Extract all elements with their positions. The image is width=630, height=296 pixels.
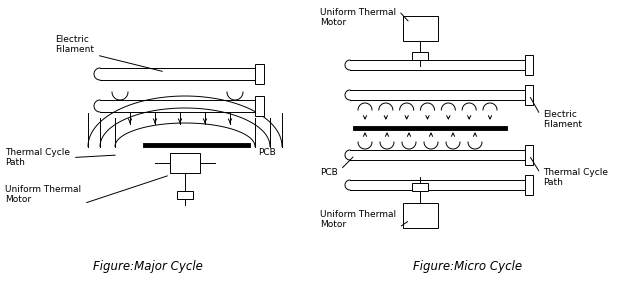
Text: Uniform Thermal
Motor: Uniform Thermal Motor: [320, 8, 408, 28]
Text: Electric
Filament: Electric Filament: [530, 97, 582, 129]
Bar: [170, 153, 200, 173]
Text: PCB: PCB: [258, 148, 276, 157]
Bar: [525, 85, 533, 105]
Bar: [403, 203, 438, 228]
Text: Uniform Thermal
Motor: Uniform Thermal Motor: [5, 176, 168, 205]
Text: Thermal Cycle
Path: Thermal Cycle Path: [530, 157, 608, 187]
Bar: [412, 52, 428, 60]
Bar: [525, 175, 533, 195]
Text: PCB: PCB: [320, 157, 353, 177]
Text: Electric
Filament: Electric Filament: [55, 35, 163, 71]
Bar: [255, 96, 264, 116]
Bar: [525, 145, 533, 165]
Bar: [403, 16, 438, 41]
Text: Uniform Thermal
Motor: Uniform Thermal Motor: [320, 210, 408, 229]
Text: Figure:Micro Cycle: Figure:Micro Cycle: [413, 260, 522, 273]
Bar: [177, 191, 193, 199]
Text: Thermal Cycle
Path: Thermal Cycle Path: [5, 148, 115, 168]
Bar: [255, 64, 264, 84]
Text: Figure:Major Cycle: Figure:Major Cycle: [93, 260, 203, 273]
Bar: [525, 55, 533, 75]
Bar: [412, 183, 428, 191]
